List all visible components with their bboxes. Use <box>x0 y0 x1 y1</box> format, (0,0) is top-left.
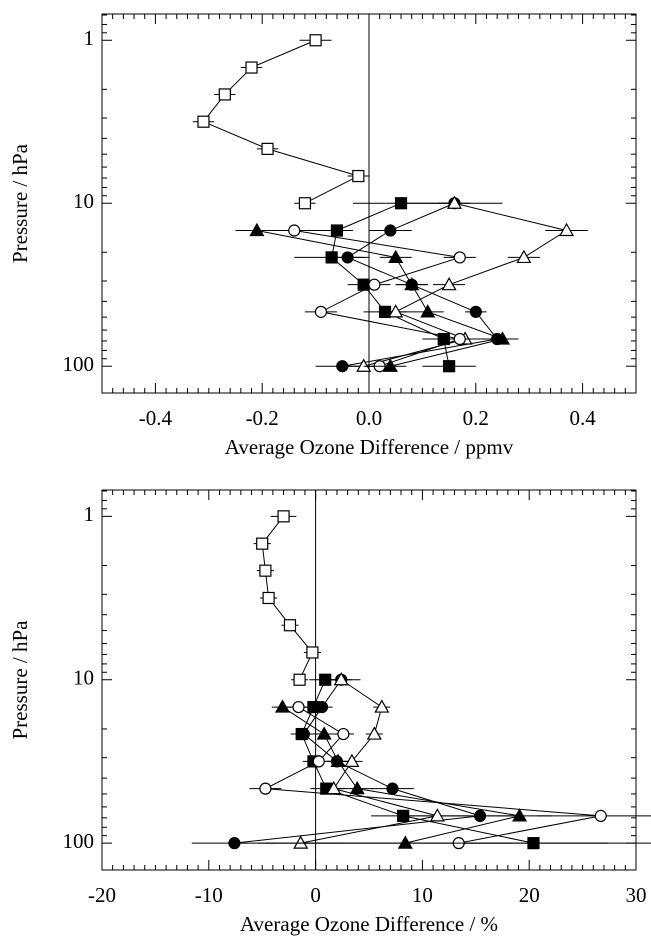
marker <box>336 360 349 373</box>
marker <box>245 61 258 74</box>
x-tick-label: -20 <box>88 883 116 907</box>
marker <box>309 34 322 47</box>
marker <box>453 251 466 264</box>
marker <box>259 564 272 577</box>
marker <box>228 837 241 850</box>
marker <box>366 726 382 740</box>
marker <box>441 276 457 291</box>
marker <box>382 358 398 372</box>
marker <box>314 305 328 318</box>
x-tick-label: -0.2 <box>246 406 279 430</box>
marker <box>312 755 325 768</box>
panel: -0.4 -0.2 0.0 0.2 0.4 1 10 100 Average Ozone Dif… <box>8 13 637 459</box>
marker <box>516 249 532 264</box>
series-line <box>294 230 462 367</box>
marker <box>473 809 487 822</box>
marker <box>197 115 210 128</box>
marker <box>388 249 404 264</box>
y-tick-label: 100 <box>63 829 95 853</box>
marker <box>341 251 354 264</box>
series-line <box>202 39 360 204</box>
marker <box>394 197 408 210</box>
y-tick-label: 1 <box>84 26 95 50</box>
marker <box>262 591 275 605</box>
marker <box>388 304 404 318</box>
marker <box>292 700 305 714</box>
x-tick-label: 0.4 <box>569 406 596 430</box>
y-axis-label: Pressure / hPa <box>8 620 32 740</box>
marker <box>446 195 462 209</box>
x-tick-label: -10 <box>195 883 223 907</box>
marker <box>469 305 482 318</box>
marker <box>344 753 360 767</box>
marker <box>384 224 397 237</box>
marker <box>218 88 231 101</box>
marker <box>494 331 511 345</box>
y-tick-label: 1 <box>84 502 95 526</box>
marker <box>453 332 466 346</box>
marker <box>326 780 342 795</box>
x-tick-label: 10 <box>412 883 433 907</box>
x-tick-label: 20 <box>519 883 540 907</box>
marker <box>306 646 319 659</box>
series-line <box>256 230 505 367</box>
marker <box>293 835 309 849</box>
marker <box>259 782 272 795</box>
y-tick-label: 10 <box>73 189 94 213</box>
x-axis-label: Average Ozone Difference / % <box>240 912 498 936</box>
marker <box>349 780 365 795</box>
marker <box>429 808 445 822</box>
marker <box>386 782 399 795</box>
x-tick-label: -0.4 <box>139 406 173 430</box>
y-tick-label: 100 <box>63 352 95 376</box>
y-tick-label: 10 <box>73 666 94 690</box>
marker <box>315 700 329 714</box>
marker <box>356 358 372 372</box>
plot-frame <box>101 489 637 871</box>
series-line <box>263 706 601 844</box>
panel: -20 -10 0 10 20 30 1 10 100 Average Ozone Differe… <box>8 489 651 936</box>
marker <box>397 835 413 849</box>
marker <box>249 222 265 237</box>
marker <box>404 276 420 291</box>
series-line <box>282 706 520 844</box>
marker <box>352 169 365 183</box>
marker <box>330 224 344 237</box>
marker <box>374 699 390 713</box>
marker <box>261 142 274 155</box>
marker <box>277 510 290 523</box>
marker <box>330 753 346 767</box>
marker <box>288 224 301 237</box>
marker <box>274 699 291 713</box>
marker <box>333 672 349 686</box>
marker <box>594 809 607 822</box>
marker <box>316 726 332 740</box>
marker <box>443 360 456 373</box>
marker <box>559 222 575 237</box>
marker <box>337 727 350 741</box>
x-tick-label: 0.2 <box>463 406 489 430</box>
marker <box>297 727 310 741</box>
x-tick-label: 0 <box>310 883 321 907</box>
marker <box>420 304 436 318</box>
marker <box>512 808 528 822</box>
y-axis-label: Pressure / hPa <box>8 143 32 263</box>
x-axis-label: Average Ozone Difference / ppmv <box>225 435 514 459</box>
marker <box>293 673 306 686</box>
x-tick-label: 0.0 <box>356 406 382 430</box>
marker <box>283 619 297 632</box>
marker <box>256 537 269 550</box>
x-tick-label: 30 <box>626 883 647 907</box>
marker <box>368 278 381 291</box>
marker <box>298 197 312 210</box>
